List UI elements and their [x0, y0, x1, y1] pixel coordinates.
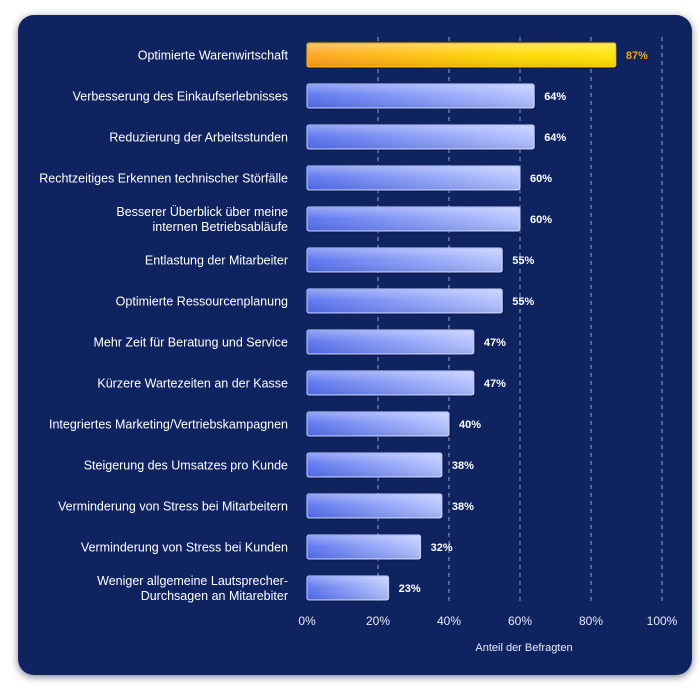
- bar-sheen: [308, 577, 388, 599]
- category-label: Rechtzeitiges Erkennen technischer Störf…: [39, 172, 288, 186]
- bar: [306, 534, 423, 561]
- category-label: Steigerung des Umsatzes pro Kunde: [84, 459, 288, 473]
- category-label-line: Besserer Überblick über meine: [116, 205, 288, 219]
- x-tick-label: 0%: [298, 614, 316, 628]
- value-label: 38%: [452, 460, 474, 472]
- x-tick-label: 40%: [437, 614, 461, 628]
- value-label: 40%: [459, 419, 481, 431]
- bar-sheen: [308, 413, 448, 435]
- value-label: 55%: [512, 255, 534, 267]
- value-label: 38%: [452, 501, 474, 513]
- bar-sheen: [308, 290, 502, 312]
- category-label: Besserer Überblick über meine internen Be…: [116, 205, 288, 234]
- value-label: 47%: [484, 378, 506, 390]
- category-label-line: internen Betriebsabläufe: [152, 220, 288, 234]
- bar-sheen: [308, 126, 534, 148]
- value-label: 23%: [399, 583, 421, 595]
- bar: [306, 411, 451, 438]
- bar: [306, 370, 476, 397]
- bar: [306, 247, 504, 274]
- x-tick-label: 20%: [366, 614, 390, 628]
- bar-sheen: [308, 249, 502, 271]
- category-label: Optimierte Warenwirtschaft: [138, 49, 289, 63]
- bar-sheen: [308, 536, 420, 558]
- value-label: 87%: [626, 50, 648, 62]
- bar: [306, 329, 476, 356]
- bar: [306, 452, 444, 479]
- category-label-line: Weniger allgemeine Lautsprecher-: [97, 574, 288, 588]
- bar: [306, 575, 391, 602]
- value-label: 60%: [530, 173, 552, 185]
- x-axis-ticks: 0% 20% 40% 60% 80% 100%: [298, 614, 677, 628]
- category-label: Integriertes Marketing/Vertriebskampagne…: [49, 418, 288, 432]
- bar: [306, 83, 536, 110]
- bar-sheen: [308, 454, 441, 476]
- category-label: Weniger allgemeine Lautsprecher-Durchsag…: [97, 574, 288, 603]
- category-labels: Optimierte Warenwirtschaft Verbesserung d…: [39, 49, 288, 604]
- category-label-line: Durchsagen an Mitarebiter: [141, 589, 288, 603]
- bar-sheen: [308, 85, 534, 107]
- bar-sheen: [308, 167, 519, 189]
- value-label: 64%: [544, 91, 566, 103]
- bar-highlight: [306, 42, 618, 69]
- bar-sheen: [308, 44, 615, 66]
- category-label: Entlastung der Mitarbeiter: [145, 254, 288, 268]
- value-label: 47%: [484, 337, 506, 349]
- bar-sheen: [308, 372, 473, 394]
- bar-sheen: [308, 331, 473, 353]
- bars: [306, 42, 618, 602]
- bar: [306, 493, 444, 520]
- bar-sheen: [308, 495, 441, 517]
- category-label: Reduzierung der Arbeitsstunden: [109, 131, 288, 145]
- category-label: Mehr Zeit für Beratung und Service: [93, 336, 288, 350]
- x-tick-label: 80%: [579, 614, 603, 628]
- bar: [306, 165, 522, 192]
- category-label: Optimierte Ressourcenplanung: [116, 295, 288, 309]
- x-tick-label: 60%: [508, 614, 532, 628]
- value-label: 55%: [512, 296, 534, 308]
- bar: [306, 206, 522, 233]
- bar-sheen: [308, 208, 519, 230]
- category-label: Kürzere Wartezeiten an der Kasse: [97, 377, 288, 391]
- x-axis-title: Anteil der Befragten: [475, 642, 572, 654]
- category-label: Verbesserung des Einkaufserlebnisses: [73, 90, 288, 104]
- value-label: 32%: [431, 542, 453, 554]
- value-label: 64%: [544, 132, 566, 144]
- category-label: Verminderung von Stress bei Mitarbeitern: [58, 500, 288, 514]
- x-tick-label: 100%: [647, 614, 678, 628]
- value-labels: 87% 64% 64% 60% 60% 55% 55% 47% 47% 40% 38% 38% 32% 2…: [399, 50, 648, 595]
- category-label: Verminderung von Stress bei Kunden: [81, 541, 288, 555]
- bar: [306, 288, 504, 315]
- value-label: 60%: [530, 214, 552, 226]
- bar: [306, 124, 536, 151]
